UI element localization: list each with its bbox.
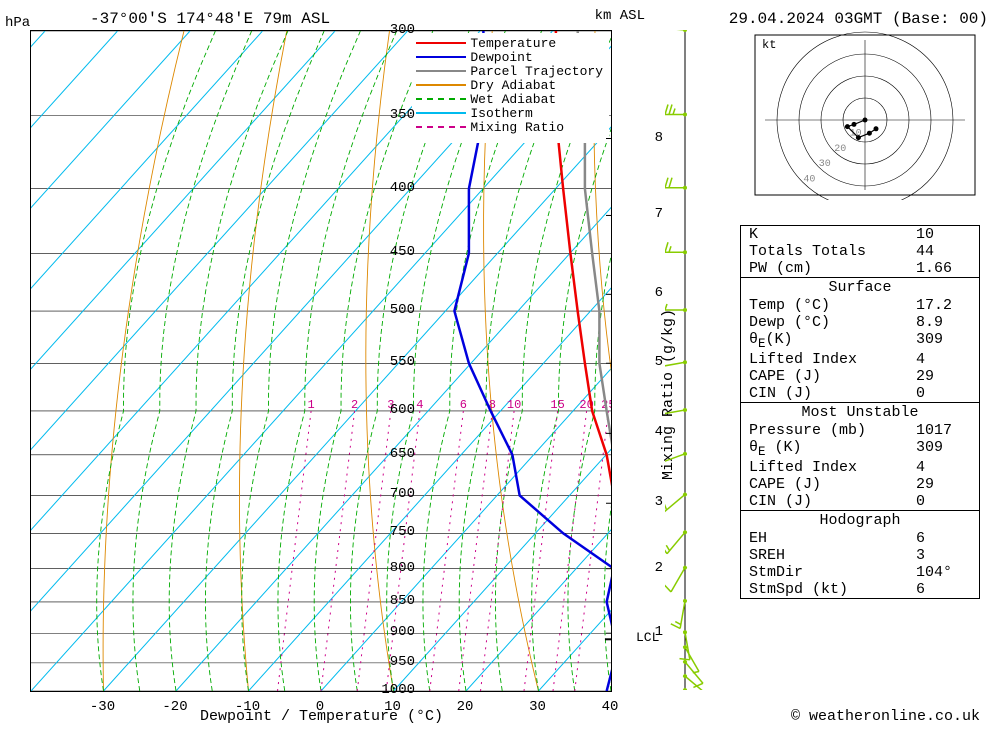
- table-header: Most Unstable: [741, 403, 979, 422]
- wind-barb-column: [665, 30, 705, 690]
- table-row: CIN (J)0: [741, 493, 979, 510]
- legend: TemperatureDewpointParcel TrajectoryDry …: [412, 35, 607, 137]
- legend-label: Dewpoint: [470, 51, 532, 65]
- km-ticks: 12345678: [633, 30, 663, 690]
- legend-label: Mixing Ratio: [470, 121, 564, 135]
- table-row: EH6: [741, 530, 979, 547]
- y-left-unit: hPa: [5, 15, 30, 31]
- table-row: θE (K)309: [741, 439, 979, 459]
- index-tables: K10Totals Totals44PW (cm)1.66 SurfaceTem…: [740, 225, 980, 599]
- table-row: Totals Totals44: [741, 243, 979, 260]
- svg-text:30: 30: [819, 159, 831, 170]
- svg-text:40: 40: [803, 175, 815, 186]
- table-header: Surface: [741, 278, 979, 297]
- location-title: -37°00'S 174°48'E 79m ASL: [90, 10, 330, 28]
- legend-label: Dry Adiabat: [470, 79, 556, 93]
- lcl-label: LCL: [636, 630, 659, 645]
- table-row: StmDir104°: [741, 564, 979, 581]
- date-title: 29.04.2024 03GMT (Base: 00): [729, 10, 988, 28]
- svg-text:kt: kt: [762, 38, 776, 52]
- legend-label: Wet Adiabat: [470, 93, 556, 107]
- svg-text:4: 4: [416, 398, 423, 412]
- hodograph: kt10203040: [750, 30, 980, 200]
- legend-label: Isotherm: [470, 107, 532, 121]
- svg-text:20: 20: [834, 144, 846, 155]
- svg-text:15: 15: [550, 398, 564, 412]
- table-row: StmSpd (kt)6: [741, 581, 979, 598]
- y-right-unit: km ASL: [595, 8, 645, 24]
- table-row: PW (cm)1.66: [741, 260, 979, 277]
- table-row: θE(K)309: [741, 331, 979, 351]
- table-row: Dewp (°C)8.9: [741, 314, 979, 331]
- svg-text:1: 1: [308, 398, 315, 412]
- skewt-chart: 12346810152025 TemperatureDewpointParcel…: [30, 30, 612, 692]
- svg-text:6: 6: [460, 398, 467, 412]
- table-row: CIN (J)0: [741, 385, 979, 402]
- table-row: K10: [741, 226, 979, 243]
- table-header: Hodograph: [741, 511, 979, 530]
- legend-label: Parcel Trajectory: [470, 65, 603, 79]
- x-axis-label: Dewpoint / Temperature (°C): [200, 708, 443, 725]
- table-row: Pressure (mb)1017: [741, 422, 979, 439]
- legend-label: Temperature: [470, 37, 556, 51]
- svg-text:2: 2: [351, 398, 358, 412]
- table-row: Temp (°C)17.2: [741, 297, 979, 314]
- table-row: SREH3: [741, 547, 979, 564]
- table-row: CAPE (J)29: [741, 368, 979, 385]
- copyright: © weatheronline.co.uk: [791, 708, 980, 725]
- svg-text:10: 10: [507, 398, 521, 412]
- table-row: Lifted Index4: [741, 351, 979, 368]
- table-row: CAPE (J)29: [741, 476, 979, 493]
- table-row: Lifted Index4: [741, 459, 979, 476]
